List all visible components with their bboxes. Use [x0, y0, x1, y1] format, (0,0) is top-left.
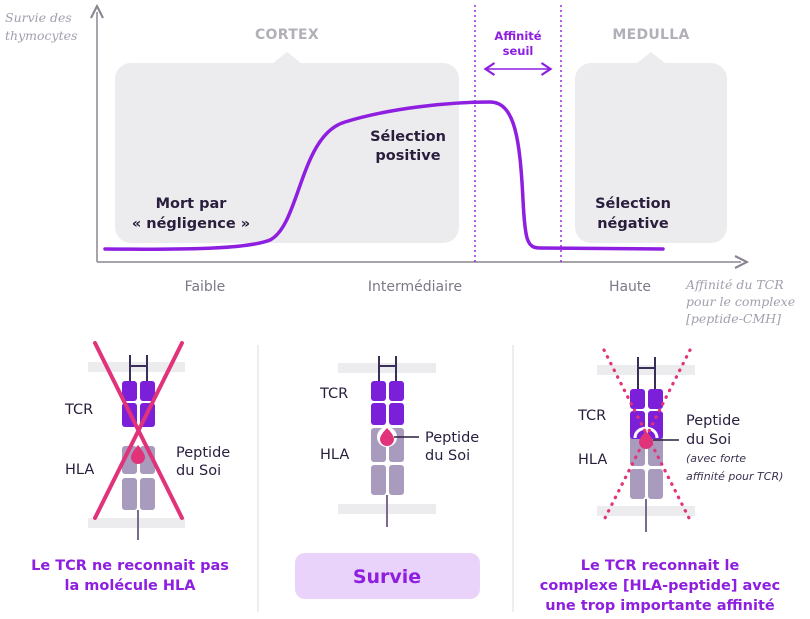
panel-negative-selection: TCR HLA Peptide du Soi (avec forte affin…: [540, 348, 783, 614]
hla-label: HLA: [578, 452, 607, 468]
cortex-label: CORTEX: [255, 27, 319, 43]
dotted-cross-mark: [602, 348, 692, 522]
peptide-drop: [131, 445, 145, 464]
membrane-bottom: [88, 518, 185, 528]
medulla-label: MEDULLA: [612, 27, 689, 43]
panel-no-recognition: TCR HLA Peptide du Soi Le TCR ne reconna…: [31, 341, 230, 594]
tick-label-intermediaire: Intermédiaire: [368, 279, 462, 295]
survival-curve: [103, 100, 665, 251]
tcr-molecule: [630, 357, 663, 439]
peptide-note-line2: affinité pour TCR): [686, 470, 783, 483]
hla-label: HLA: [65, 462, 94, 478]
threshold-label-line1: Affinité: [494, 29, 541, 43]
peptide-label-line2: du Soi: [425, 448, 470, 464]
peptide-label-line2: du Soi: [686, 432, 731, 448]
region-positive-line1: Sélection: [370, 129, 446, 145]
caption-line1: Le TCR reconnait le: [581, 558, 740, 574]
caption-line2: la molécule HLA: [64, 578, 196, 594]
peptide-drop: [380, 428, 419, 446]
membrane-top: [338, 363, 436, 373]
peptide-label-line1: Peptide: [686, 413, 740, 429]
tcr-label: TCR: [577, 408, 606, 424]
tick-label-haute: Haute: [609, 279, 651, 295]
survival-badge: [295, 553, 480, 599]
peptide-note-line1: (avec forte: [686, 452, 746, 465]
region-negative-line2: négative: [597, 216, 669, 232]
survival-label: Survie: [353, 566, 421, 588]
region-neglect-line2: « négligence »: [132, 216, 250, 232]
threshold-label-line2: seuil: [503, 44, 534, 58]
peptide-label-line2: du Soi: [176, 463, 221, 479]
tick-label-faible: Faible: [185, 279, 226, 295]
medulla-box: [575, 52, 727, 243]
x-axis-title-line1: Affinité du TCR: [685, 277, 784, 292]
y-axis-title-line1: Survie des: [5, 10, 72, 25]
tcr-label: TCR: [319, 386, 348, 402]
cortex-box: [115, 52, 459, 243]
x-axis-title-line3: [peptide-CMH]: [686, 311, 781, 326]
tcr-molecule: [371, 356, 404, 425]
region-neglect-line1: Mort par: [156, 196, 228, 212]
panel-survival: TCR HLA Peptide du Soi Survie: [295, 356, 480, 599]
region-positive-line2: positive: [375, 148, 440, 164]
x-axis-title-line2: pour le complexe: [686, 294, 795, 309]
peptide-label-line1: Peptide: [425, 430, 479, 446]
caption-line3: une trop importante affinité: [545, 598, 775, 614]
caption-line1: Le TCR ne reconnait pas: [31, 558, 229, 574]
y-axis-title-line2: thymocytes: [5, 28, 77, 43]
tcr-label: TCR: [64, 402, 93, 418]
hla-label: HLA: [320, 447, 349, 463]
membrane-top: [597, 365, 695, 375]
survival-graph: CORTEX MEDULLA Survie des thymocytes Aff…: [5, 5, 795, 326]
peptide-label-line1: Peptide: [176, 445, 230, 461]
region-negative-line1: Sélection: [595, 196, 671, 212]
caption-line2: complexe [HLA-peptide] avec: [540, 578, 780, 594]
red-cross-mark: [93, 341, 184, 520]
